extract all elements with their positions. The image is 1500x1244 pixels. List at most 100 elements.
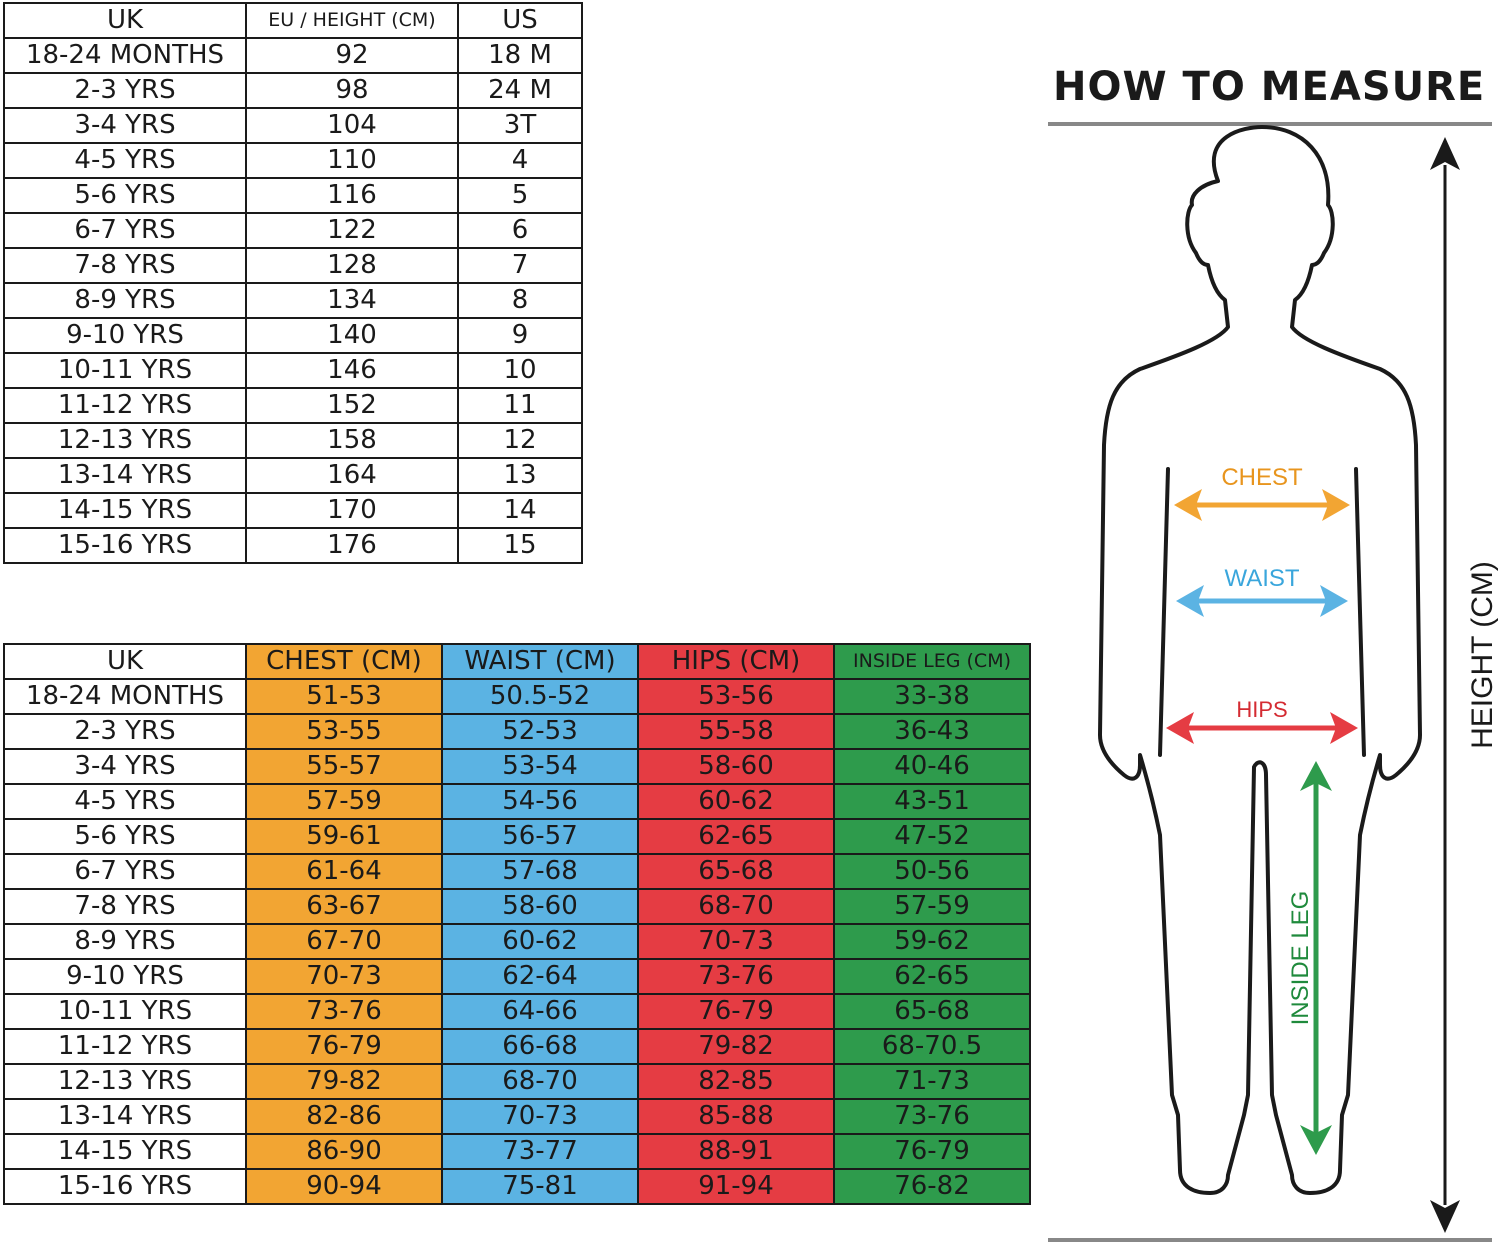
- measure-table-row-cell: 76-79: [637, 993, 835, 1030]
- measure-table-row: 3-4 YRS 55-57 53-54 58-60 40-46: [3, 748, 1031, 785]
- measure-table-row-cell: 53-56: [637, 678, 835, 715]
- measure-header-chest: CHEST (CM): [245, 643, 443, 680]
- size-table-row-cell: 13-14 YRS: [3, 457, 247, 494]
- measure-table-row-cell: 43-51: [833, 783, 1031, 820]
- size-table-row-cell: 10: [457, 352, 583, 389]
- size-table-row: 11-12 YRS 152 11: [3, 387, 583, 424]
- size-table-row: 9-10 YRS 140 9: [3, 317, 583, 354]
- size-table-row-cell: 158: [245, 422, 459, 459]
- measure-table-row-cell: 68-70: [637, 888, 835, 925]
- measure-table-row-cell: 52-53: [441, 713, 639, 750]
- size-table-row-cell: 7-8 YRS: [3, 247, 247, 284]
- body-measurement-table: UK CHEST (CM) WAIST (CM) HIPS (CM) INSID…: [3, 643, 1031, 1205]
- child-silhouette: [1098, 125, 1422, 1195]
- measure-table-row-cell: 50.5-52: [441, 678, 639, 715]
- measure-table-row: 13-14 YRS 82-86 70-73 85-88 73-76: [3, 1098, 1031, 1135]
- measure-table-row-cell: 14-15 YRS: [3, 1133, 247, 1170]
- size-header-uk: UK: [3, 2, 247, 39]
- measure-header-uk: UK: [3, 643, 247, 680]
- size-table-row: 15-16 YRS 176 15: [3, 527, 583, 564]
- size-table-row-cell: 18-24 MONTHS: [3, 37, 247, 74]
- measure-header-hips: HIPS (CM): [637, 643, 835, 680]
- size-table-row: 18-24 MONTHS 92 18 M: [3, 37, 583, 74]
- measure-table-row-cell: 91-94: [637, 1168, 835, 1205]
- measure-table-row-cell: 18-24 MONTHS: [3, 678, 247, 715]
- measure-table-row-cell: 62-65: [833, 958, 1031, 995]
- measure-table-row-cell: 9-10 YRS: [3, 958, 247, 995]
- measure-table-row-cell: 13-14 YRS: [3, 1098, 247, 1135]
- measurement-figure: CHEST WAIST HIPS INSIDE LEG HEIGHT (CM): [1048, 122, 1499, 1242]
- measure-table-row-cell: 40-46: [833, 748, 1031, 785]
- size-header-eu-height: EU / HEIGHT (CM): [245, 2, 459, 39]
- measure-table-row-cell: 82-86: [245, 1098, 443, 1135]
- measure-table-row-cell: 73-76: [833, 1098, 1031, 1135]
- size-table-row: 14-15 YRS 170 14: [3, 492, 583, 529]
- measure-table-row: 10-11 YRS 73-76 64-66 76-79 65-68: [3, 993, 1031, 1030]
- size-table-row-cell: 152: [245, 387, 459, 424]
- measure-table-row-cell: 71-73: [833, 1063, 1031, 1100]
- measure-table-row-cell: 79-82: [637, 1028, 835, 1065]
- measure-table-row-cell: 57-59: [833, 888, 1031, 925]
- measure-table-row: 18-24 MONTHS 51-53 50.5-52 53-56 33-38: [3, 678, 1031, 715]
- how-to-measure-title: HOW TO MEASURE: [1053, 64, 1486, 110]
- size-table-row: 3-4 YRS 104 3T: [3, 107, 583, 144]
- measure-table-row-cell: 58-60: [637, 748, 835, 785]
- size-table-row-cell: 134: [245, 282, 459, 319]
- measure-table-row-cell: 11-12 YRS: [3, 1028, 247, 1065]
- measure-table-row: 8-9 YRS 67-70 60-62 70-73 59-62: [3, 923, 1031, 960]
- size-table-row-cell: 15-16 YRS: [3, 527, 247, 564]
- measure-table-row-cell: 8-9 YRS: [3, 923, 247, 960]
- measure-table-row-cell: 76-79: [245, 1028, 443, 1065]
- size-table-row-cell: 7: [457, 247, 583, 284]
- waist-label: WAIST: [1224, 565, 1299, 592]
- size-table-row-cell: 18 M: [457, 37, 583, 74]
- size-table-row-cell: 12-13 YRS: [3, 422, 247, 459]
- measure-table-row-cell: 60-62: [637, 783, 835, 820]
- measure-table-row-cell: 33-38: [833, 678, 1031, 715]
- measure-table-row-cell: 73-76: [245, 993, 443, 1030]
- measure-table-row-cell: 47-52: [833, 818, 1031, 855]
- measure-table-row-cell: 86-90: [245, 1133, 443, 1170]
- hips-label: HIPS: [1236, 697, 1287, 722]
- measure-table-row: 15-16 YRS 90-94 75-81 91-94 76-82: [3, 1168, 1031, 1205]
- measure-table-row-cell: 7-8 YRS: [3, 888, 247, 925]
- measure-table-row: 14-15 YRS 86-90 73-77 88-91 76-79: [3, 1133, 1031, 1170]
- measure-table-row: 2-3 YRS 53-55 52-53 55-58 36-43: [3, 713, 1031, 750]
- measure-table-row-cell: 73-76: [637, 958, 835, 995]
- size-table-row-cell: 116: [245, 177, 459, 214]
- measure-table-row-cell: 61-64: [245, 853, 443, 890]
- measure-table-row-cell: 57-68: [441, 853, 639, 890]
- measure-table-row-cell: 6-7 YRS: [3, 853, 247, 890]
- measure-table-header-row: UK CHEST (CM) WAIST (CM) HIPS (CM) INSID…: [3, 643, 1031, 680]
- size-table-row-cell: 110: [245, 142, 459, 179]
- size-table-row: 2-3 YRS 98 24 M: [3, 72, 583, 109]
- size-table-row-cell: 98: [245, 72, 459, 109]
- measure-table-row-cell: 10-11 YRS: [3, 993, 247, 1030]
- measure-table-row-cell: 54-56: [441, 783, 639, 820]
- height-arrow: [1430, 137, 1460, 1233]
- measure-table-row: 9-10 YRS 70-73 62-64 73-76 62-65: [3, 958, 1031, 995]
- measure-table-row-cell: 88-91: [637, 1133, 835, 1170]
- size-table-row-cell: 140: [245, 317, 459, 354]
- measure-table-row-cell: 62-65: [637, 818, 835, 855]
- measure-table-row-cell: 58-60: [441, 888, 639, 925]
- measure-table-row-cell: 76-79: [833, 1133, 1031, 1170]
- measure-header-waist: WAIST (CM): [441, 643, 639, 680]
- size-table-row-cell: 122: [245, 212, 459, 249]
- size-table-row-cell: 4: [457, 142, 583, 179]
- size-table-row-cell: 146: [245, 352, 459, 389]
- measure-table-row: 6-7 YRS 61-64 57-68 65-68 50-56: [3, 853, 1031, 890]
- size-table-row-cell: 5: [457, 177, 583, 214]
- size-table-row-cell: 104: [245, 107, 459, 144]
- measure-table-row-cell: 76-82: [833, 1168, 1031, 1205]
- size-table-row: 13-14 YRS 164 13: [3, 457, 583, 494]
- measure-table-row: 12-13 YRS 79-82 68-70 82-85 71-73: [3, 1063, 1031, 1100]
- measure-table-row: 5-6 YRS 59-61 56-57 62-65 47-52: [3, 818, 1031, 855]
- size-header-us: US: [457, 2, 583, 39]
- size-table-row-cell: 14: [457, 492, 583, 529]
- measure-table-row-cell: 79-82: [245, 1063, 443, 1100]
- size-table-row-cell: 170: [245, 492, 459, 529]
- size-table-row: 6-7 YRS 122 6: [3, 212, 583, 249]
- measure-table-row-cell: 70-73: [637, 923, 835, 960]
- measure-table-row: 4-5 YRS 57-59 54-56 60-62 43-51: [3, 783, 1031, 820]
